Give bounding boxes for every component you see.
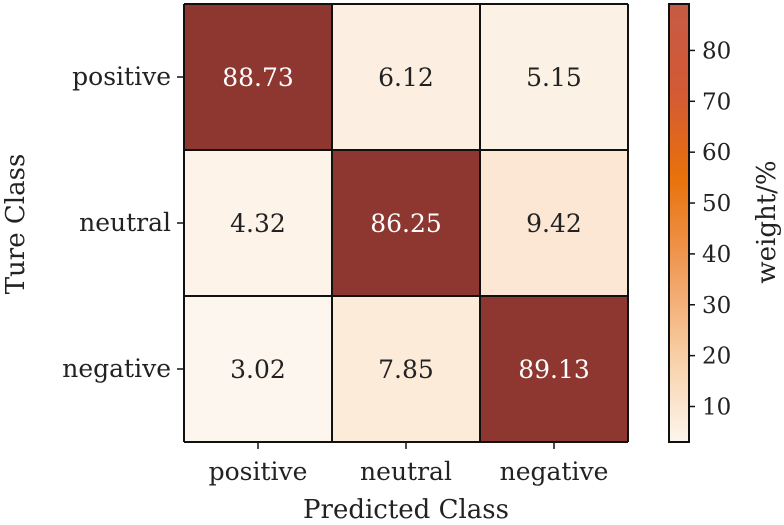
x-axis-ticks: positive neutral negative bbox=[209, 442, 609, 486]
cell-value-label: 5.15 bbox=[526, 63, 582, 92]
heatmap-cell bbox=[480, 4, 628, 150]
heatmap-cell bbox=[184, 296, 332, 442]
heatmap-cell bbox=[184, 4, 332, 150]
colorbar: 10 20 30 40 50 60 70 80 bbox=[668, 3, 731, 443]
x-tick-label: neutral bbox=[360, 457, 452, 486]
heatmap-cell bbox=[332, 4, 480, 150]
x-axis-label: Predicted Class bbox=[303, 495, 509, 525]
colorbar-tick-label: 70 bbox=[702, 89, 731, 115]
colorbar-tick-label: 60 bbox=[702, 140, 731, 166]
y-tick-label: negative bbox=[62, 354, 171, 383]
heatmap-cell bbox=[480, 296, 628, 442]
heatmap-cell bbox=[332, 150, 480, 296]
heatmap-cell bbox=[332, 296, 480, 442]
colorbar-label: weight/% bbox=[752, 160, 782, 283]
cell-value-label: 9.42 bbox=[526, 209, 582, 238]
cell-value-label: 86.25 bbox=[370, 209, 442, 238]
colorbar-gradient bbox=[668, 3, 690, 443]
cell-value-label: 3.02 bbox=[230, 355, 286, 384]
heatmap-cell bbox=[184, 150, 332, 296]
colorbar-tick-label: 30 bbox=[702, 293, 731, 319]
x-tick-label: negative bbox=[500, 457, 609, 486]
x-tick-label: positive bbox=[209, 457, 308, 486]
y-axis-label: Ture Class bbox=[1, 154, 31, 295]
y-axis-ticks: positive neutral negative bbox=[62, 62, 184, 383]
colorbar-tick-label: 80 bbox=[702, 38, 731, 64]
colorbar-tick-label: 40 bbox=[702, 242, 731, 268]
cell-value-label: 7.85 bbox=[378, 355, 434, 384]
cell-value-label: 89.13 bbox=[518, 355, 590, 384]
cell-value-label: 88.73 bbox=[222, 63, 294, 92]
colorbar-tick-label: 20 bbox=[702, 344, 731, 370]
cell-value-label: 4.32 bbox=[230, 209, 286, 238]
colorbar-tick-label: 10 bbox=[702, 394, 731, 420]
colorbar-tick-label: 50 bbox=[702, 191, 731, 217]
y-tick-label: positive bbox=[72, 62, 171, 91]
cell-value-label: 6.12 bbox=[378, 63, 434, 92]
heatmap-cells: 88.73 6.12 5.15 4.32 86.25 9.42 3.02 7.85 89.13 bbox=[184, 4, 628, 442]
y-tick-label: neutral bbox=[79, 208, 171, 237]
heatmap-cell bbox=[480, 150, 628, 296]
